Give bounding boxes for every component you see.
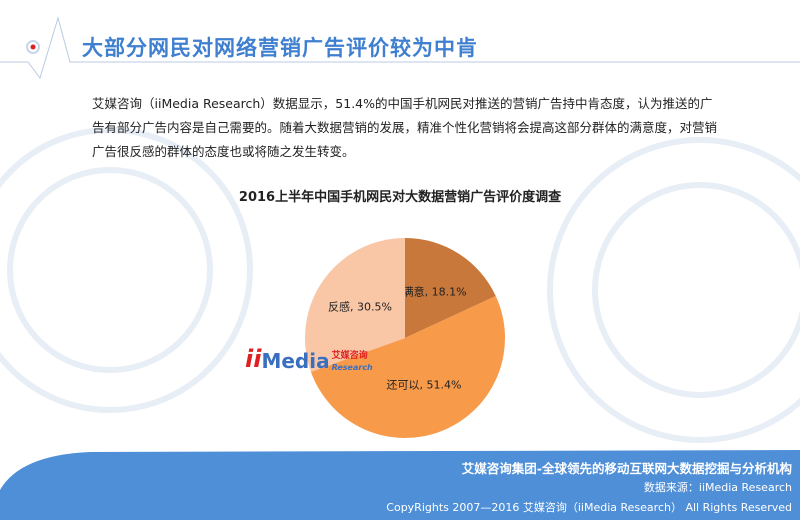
pie-label-0: 满意, 18.1% — [403, 285, 467, 299]
signal-icon — [26, 40, 40, 54]
pie-slice-0 — [405, 238, 496, 338]
footer-source: 数据来源：iiMedia Research — [643, 481, 792, 494]
page-title: 大部分网民对网络营销广告评价较为中肯 — [82, 36, 478, 60]
summary-paragraph: 艾媒咨询（iiMedia Research）数据显示，51.4%的中国手机网民对… — [92, 96, 718, 159]
footer-tagline: 艾媒咨询集团-全球领先的移动互联网大数据挖掘与分析机构 — [461, 461, 792, 476]
chart-title: 2016上半年中国手机网民对大数据营销广告评价度调查 — [238, 190, 562, 205]
footer-copyright: CopyRights 2007—2016 艾媒咨询（iiMedia Resear… — [386, 501, 792, 514]
footer-band — [0, 450, 800, 520]
heartbeat-line — [0, 16, 800, 80]
pie-slice-1 — [310, 295, 506, 439]
pie-label-1: 还可以, 51.4% — [387, 378, 462, 391]
pie-label-2: 反感, 30.5% — [328, 300, 392, 313]
pie-chart: 满意, 18.1% 还可以, 51.4% 反感, 30.5% — [305, 238, 506, 439]
iimedia-logo: ii Media 艾媒咨询 Research — [245, 345, 373, 373]
pie-slice-2 — [305, 238, 405, 372]
